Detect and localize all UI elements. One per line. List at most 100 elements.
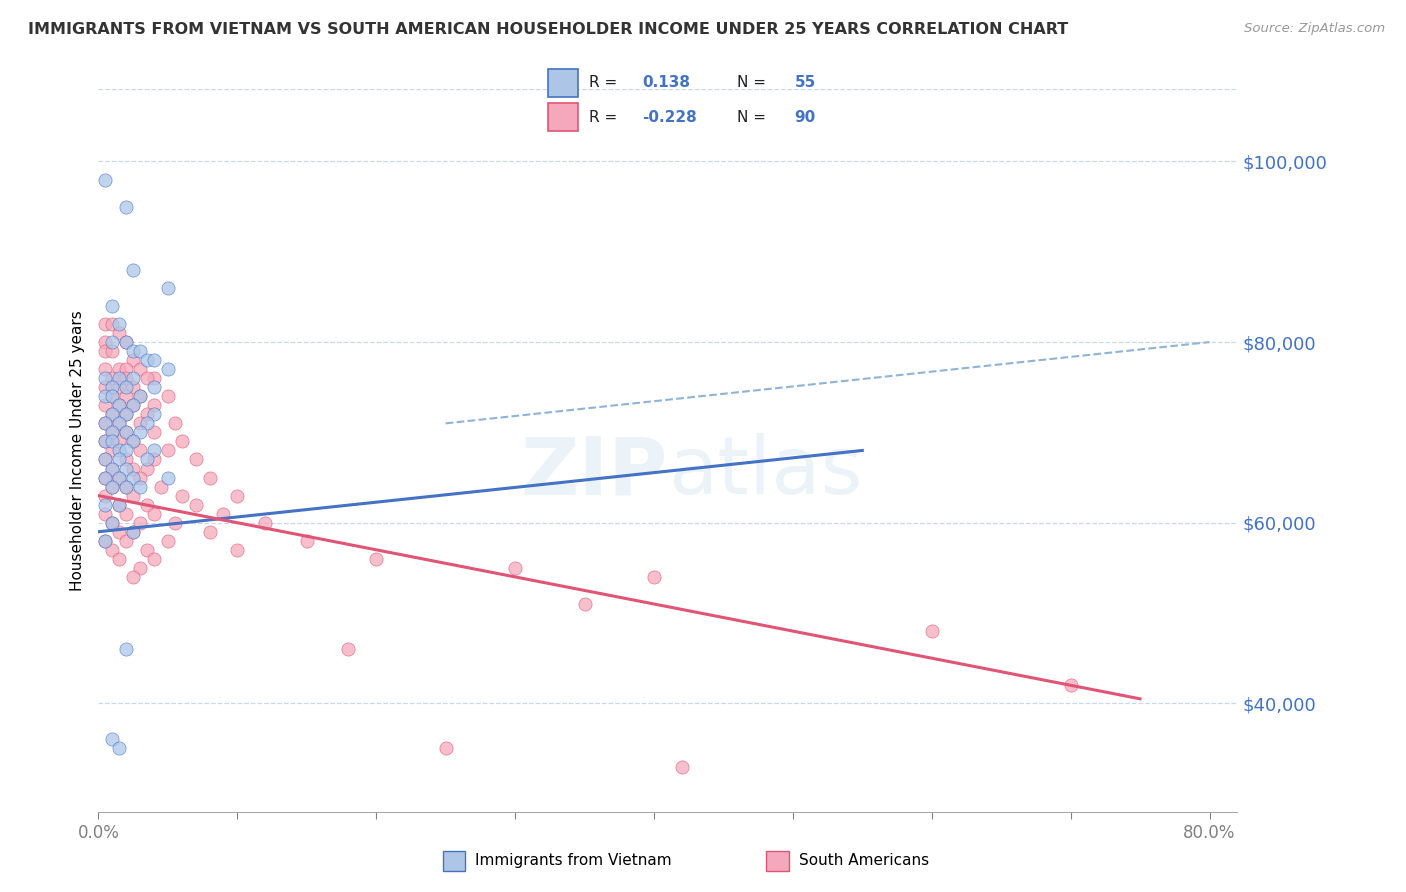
Point [254,516,277,530]
Point [136,542,159,557]
Point [94,452,117,467]
Point [122,434,145,449]
Point [115,443,138,458]
Point [434,741,457,756]
Point [143,371,166,385]
Point [101,334,124,349]
Point [115,425,138,440]
Point [115,407,138,421]
Point [129,344,152,359]
Point [108,417,131,431]
Text: 55: 55 [794,76,815,90]
Point [156,443,179,458]
Point [143,507,166,521]
Point [136,353,159,368]
Point [94,371,117,385]
Point [143,452,166,467]
Point [122,470,145,484]
Point [115,507,138,521]
Point [136,417,159,431]
Point [122,398,145,412]
Point [198,524,221,539]
Point [115,642,138,657]
Point [108,741,131,756]
Point [108,434,131,449]
Point [101,516,124,530]
Point [101,344,124,359]
Point [143,353,166,368]
Point [122,371,145,385]
Point [115,200,138,214]
Point [122,344,145,359]
Text: ZIP: ZIP [520,434,668,511]
Point [94,470,117,484]
Point [163,516,186,530]
Point [94,344,117,359]
Point [129,362,152,376]
Point [101,516,124,530]
Point [198,470,221,484]
Point [136,452,159,467]
Point [108,380,131,394]
Point [101,389,124,403]
Text: South Americans: South Americans [799,854,929,868]
Point [115,452,138,467]
Point [671,759,693,773]
Point [108,498,131,512]
Point [108,452,131,467]
Point [108,398,131,412]
Point [101,443,124,458]
Point [122,262,145,277]
Point [115,371,138,385]
Point [226,542,249,557]
Point [366,551,388,566]
FancyBboxPatch shape [548,70,578,96]
Point [337,642,360,657]
Point [101,732,124,747]
FancyBboxPatch shape [548,103,578,130]
Point [156,533,179,548]
Point [129,425,152,440]
Point [115,380,138,394]
Point [115,334,138,349]
Point [122,489,145,503]
Point [101,389,124,403]
Point [115,407,138,421]
Point [295,533,318,548]
Text: Immigrants from Vietnam: Immigrants from Vietnam [475,854,672,868]
Point [115,480,138,494]
Text: N =: N = [737,76,766,90]
Point [143,407,166,421]
Point [170,434,193,449]
Point [108,551,131,566]
Point [101,380,124,394]
Point [108,498,131,512]
Point [101,434,124,449]
Point [115,425,138,440]
Point [101,407,124,421]
Point [108,398,131,412]
Point [122,570,145,584]
Point [94,389,117,403]
Point [94,452,117,467]
Point [163,417,186,431]
Point [212,507,235,521]
Point [129,470,152,484]
Point [136,498,159,512]
Point [101,425,124,440]
Point [108,317,131,331]
Point [122,398,145,412]
Point [108,443,131,458]
Point [143,380,166,394]
Point [136,407,159,421]
Point [122,353,145,368]
Point [94,434,117,449]
Point [184,498,207,512]
Point [115,389,138,403]
Point [643,570,665,584]
Point [115,334,138,349]
Point [108,417,131,431]
Text: R =: R = [589,110,617,125]
Point [101,461,124,475]
Point [129,561,152,575]
